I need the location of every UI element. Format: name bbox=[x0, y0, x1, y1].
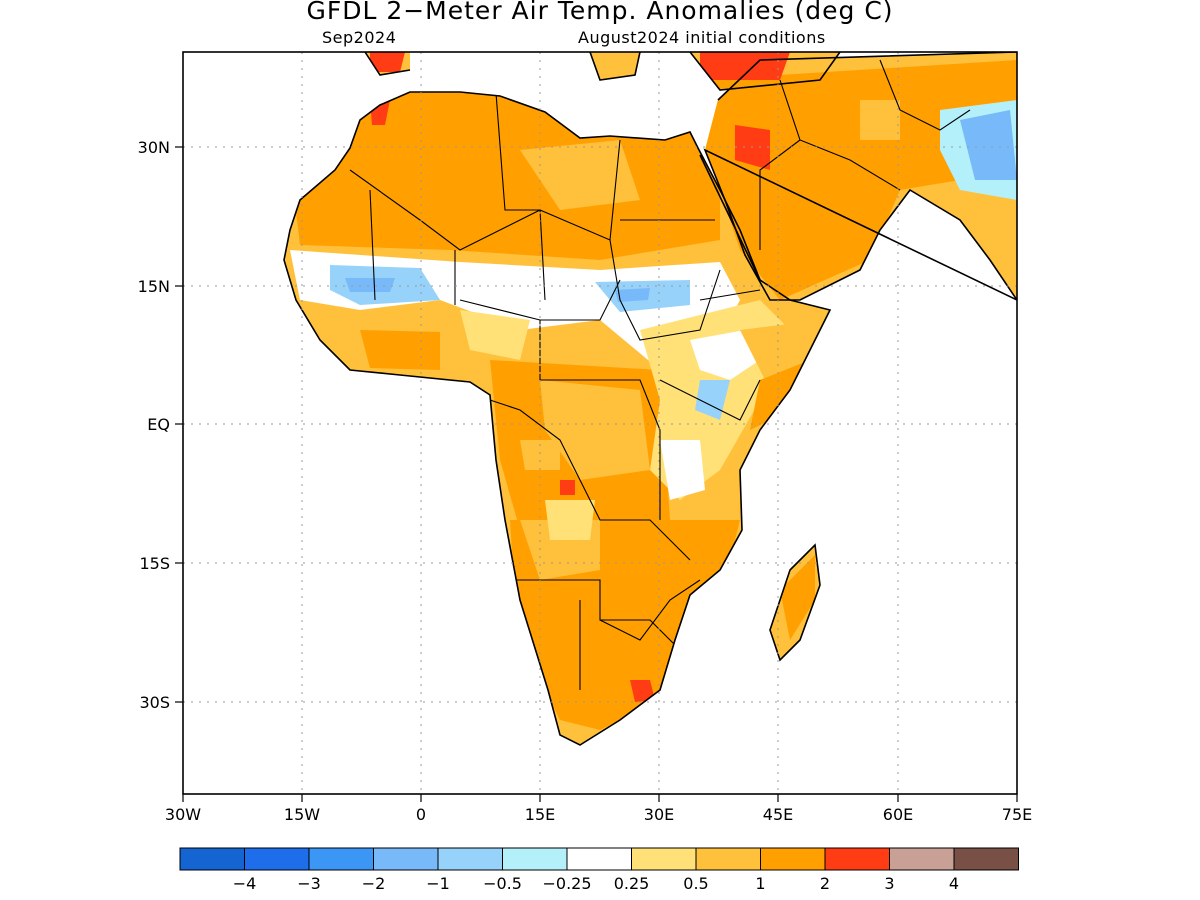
colorbar-label: 2 bbox=[820, 874, 830, 893]
colorbar-label: 3 bbox=[884, 874, 894, 893]
lat-label: 15N bbox=[138, 277, 170, 296]
lon-label: 30W bbox=[165, 805, 201, 824]
colorbar-swatch bbox=[373, 847, 439, 871]
colorbar bbox=[179, 847, 1019, 871]
lon-label: 30E bbox=[644, 805, 674, 824]
colorbar-label: 0.5 bbox=[683, 874, 708, 893]
colorbar-label: −0.5 bbox=[483, 874, 522, 893]
colorbar-label: 1 bbox=[755, 874, 765, 893]
colorbar-swatch bbox=[502, 847, 568, 871]
lon-label: 75E bbox=[1002, 805, 1032, 824]
colorbar-swatch bbox=[824, 847, 890, 871]
colorbar-swatch bbox=[437, 847, 503, 871]
colorbar-label: −2 bbox=[362, 874, 386, 893]
anomaly-field bbox=[284, 52, 1017, 745]
lat-label: 30S bbox=[139, 693, 170, 712]
colorbar-labels: −4 −3 −2 −1 −0.5 −0.25 0.25 0.5 1 2 3 4 bbox=[233, 874, 959, 893]
lat-label: 15S bbox=[139, 554, 170, 573]
colorbar-swatch bbox=[179, 847, 245, 871]
colorbar-swatch bbox=[953, 847, 1019, 871]
colorbar-swatch bbox=[566, 847, 632, 871]
lon-label: 15E bbox=[525, 805, 555, 824]
lon-label: 15W bbox=[284, 805, 320, 824]
colorbar-label: −4 bbox=[233, 874, 257, 893]
colorbar-label: −0.25 bbox=[542, 874, 591, 893]
lon-label: 0 bbox=[416, 805, 426, 824]
colorbar-label: −1 bbox=[426, 874, 450, 893]
lon-label: 60E bbox=[883, 805, 913, 824]
map-title: GFDL 2−Meter Air Temp. Anomalies (deg C) bbox=[306, 0, 894, 25]
lat-label: 30N bbox=[138, 138, 170, 157]
lat-label: EQ bbox=[147, 415, 170, 434]
axis-ticks bbox=[175, 146, 1018, 802]
colorbar-swatch bbox=[308, 847, 374, 871]
lat-labels: 30N 15N EQ 15S 30S bbox=[138, 138, 170, 712]
colorbar-swatch bbox=[244, 847, 310, 871]
colorbar-label: 4 bbox=[949, 874, 959, 893]
colorbar-label: −3 bbox=[297, 874, 321, 893]
graticule bbox=[183, 52, 1017, 794]
map-frame bbox=[182, 51, 1018, 795]
colorbar-swatch bbox=[889, 847, 955, 871]
initial-conditions-label: August2024 initial conditions bbox=[578, 28, 826, 47]
colorbar-swatch bbox=[695, 847, 761, 871]
coastlines bbox=[283, 52, 1017, 746]
valid-month-label: Sep2024 bbox=[322, 28, 397, 47]
lon-label: 45E bbox=[763, 805, 793, 824]
colorbar-label: 0.25 bbox=[614, 874, 650, 893]
colorbar-swatch bbox=[760, 847, 826, 871]
colorbar-swatch bbox=[631, 847, 697, 871]
lon-labels: 30W 15W 0 15E 30E 45E 60E 75E bbox=[165, 805, 1032, 824]
country-borders bbox=[349, 59, 971, 690]
